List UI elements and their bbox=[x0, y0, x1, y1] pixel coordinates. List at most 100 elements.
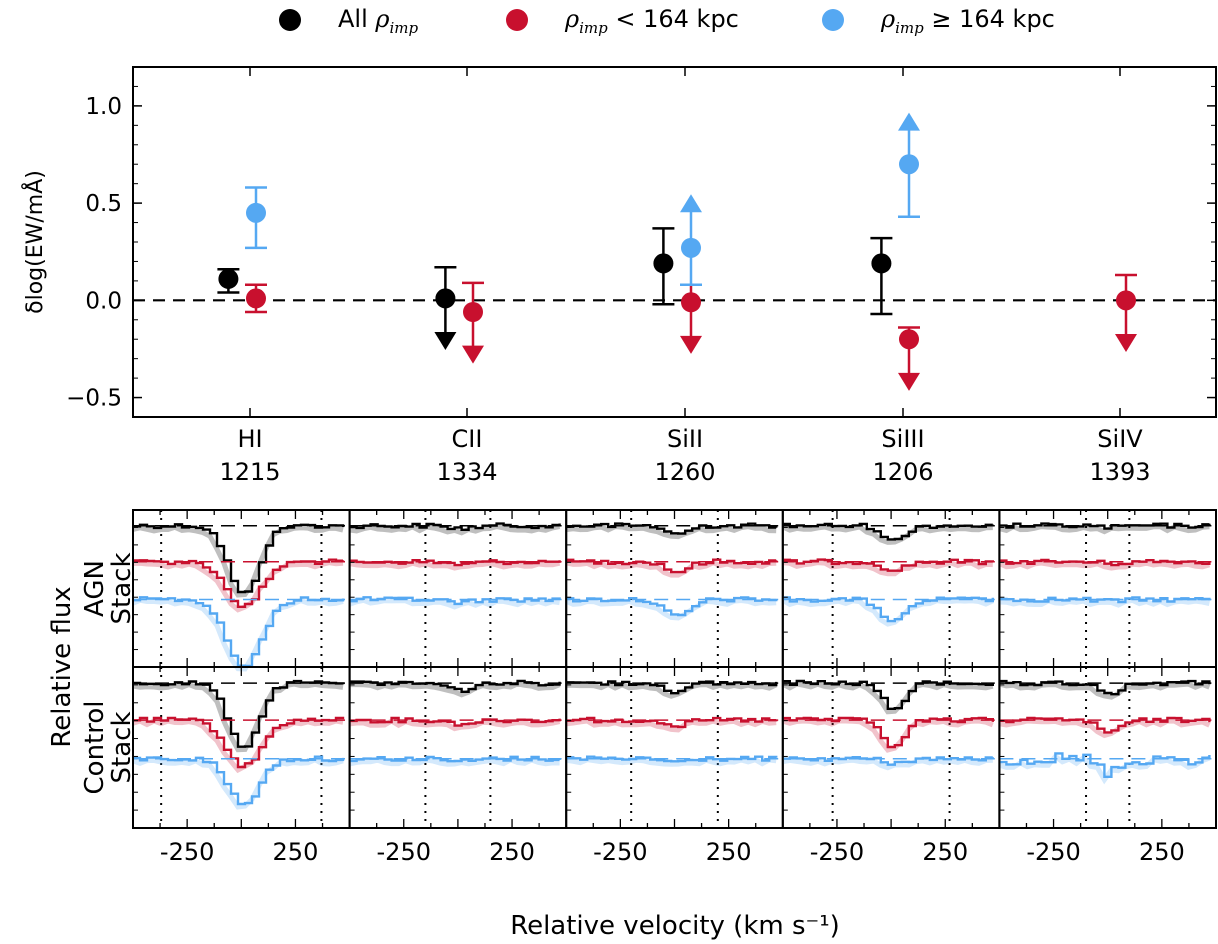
data-point-group bbox=[680, 194, 702, 287]
data-point bbox=[435, 288, 456, 309]
x-tick-label: -250 bbox=[377, 838, 431, 866]
legend-label: All ρimp bbox=[338, 5, 419, 37]
spectrum-uncertainty bbox=[782, 560, 993, 577]
row-label: Control bbox=[80, 701, 110, 795]
spectrum-line bbox=[133, 679, 345, 748]
panel-frame bbox=[781, 509, 1001, 668]
y-tick-label: 1.0 bbox=[85, 94, 122, 120]
data-point bbox=[218, 268, 239, 289]
spectrum-uncertainty bbox=[132, 681, 344, 753]
spectrum-uncertainty bbox=[565, 718, 777, 733]
spectrum-uncertainty bbox=[132, 756, 344, 810]
legend-label: ρimp ≥ 164 kpc bbox=[880, 5, 1055, 37]
upper-limit-arrow bbox=[1115, 333, 1137, 352]
data-point-group bbox=[898, 326, 920, 391]
legend-label: ρimp < 164 kpc bbox=[564, 5, 739, 37]
spectrum-line bbox=[566, 596, 778, 617]
legend-marker bbox=[279, 9, 301, 31]
y-axis-label-bottom: Relative flux bbox=[47, 586, 77, 747]
legend-item: ρimp < 164 kpc bbox=[506, 5, 739, 37]
spectrum-uncertainty bbox=[349, 524, 561, 536]
data-point-group bbox=[680, 283, 702, 354]
spectrum-line bbox=[999, 752, 1211, 778]
chart-legend: All ρimp ρimp < 164 kpc ρimp ≥ 164 kpc bbox=[279, 5, 1055, 37]
spectrum-uncertainty bbox=[565, 597, 777, 621]
data-point-group bbox=[245, 186, 267, 250]
spectrum-line bbox=[133, 716, 345, 769]
upper-limit-arrow bbox=[434, 332, 457, 350]
spectrum-uncertainty bbox=[782, 718, 994, 753]
spectrum-line bbox=[999, 558, 1211, 567]
spectrum-uncertainty bbox=[349, 757, 560, 767]
data-point-group bbox=[870, 236, 893, 316]
panel-frame bbox=[132, 509, 351, 668]
spectrum-line bbox=[566, 522, 778, 535]
spectrum-line bbox=[782, 756, 994, 766]
spectrum-uncertainty bbox=[349, 718, 561, 732]
upper-limit-arrow bbox=[462, 345, 484, 364]
spectrum-line bbox=[782, 716, 994, 749]
data-point-group bbox=[1115, 273, 1137, 352]
data-point-group bbox=[898, 112, 920, 218]
x-axis-label: Relative velocity (km s⁻¹) bbox=[510, 911, 840, 941]
spectrum-line bbox=[782, 522, 994, 541]
spectrum-uncertainty bbox=[998, 718, 1211, 739]
x-tick-label: -250 bbox=[593, 838, 647, 866]
spectrum-line bbox=[133, 755, 345, 806]
spectrum-line bbox=[566, 755, 778, 763]
spectrum-line bbox=[349, 755, 561, 763]
x-tick-label: 250 bbox=[489, 838, 535, 866]
y-tick-label: 0.0 bbox=[85, 288, 122, 314]
x-category-ion-label: SiII bbox=[667, 425, 703, 453]
spectrum-uncertainty bbox=[781, 598, 994, 627]
x-category-ion-label: HI bbox=[237, 425, 262, 453]
data-point bbox=[246, 288, 266, 309]
spectrum-uncertainty bbox=[132, 597, 344, 672]
spectrum-line bbox=[133, 558, 345, 608]
spectrum-panel: -250 250 bbox=[348, 666, 568, 866]
spectrum-uncertainty bbox=[132, 560, 344, 613]
x-category-wavelength-label: 1206 bbox=[872, 458, 933, 486]
x-category-wavelength-label: 1215 bbox=[219, 458, 280, 486]
data-point bbox=[681, 237, 701, 258]
spectrum-line bbox=[349, 679, 561, 693]
panel-frame bbox=[998, 509, 1218, 668]
legend-marker bbox=[506, 9, 528, 31]
data-point bbox=[899, 154, 919, 175]
y-tick-label: −0.5 bbox=[66, 386, 122, 412]
data-point bbox=[463, 302, 483, 322]
spectrum-line bbox=[349, 522, 561, 531]
x-tick-label: 250 bbox=[922, 838, 968, 866]
spectrum-uncertainty bbox=[781, 524, 993, 545]
spectrum-line bbox=[566, 558, 778, 574]
spectrum-panel: -250 250 bbox=[998, 666, 1218, 866]
spectrum-panel bbox=[348, 509, 568, 668]
x-tick-label: 250 bbox=[706, 838, 752, 866]
data-point bbox=[246, 202, 266, 223]
x-tick-label: 250 bbox=[273, 838, 319, 866]
spectrum-uncertainty bbox=[566, 681, 778, 699]
row-label: AGN bbox=[80, 560, 110, 617]
spectrum-uncertainty bbox=[998, 681, 1211, 700]
spectrum-panel: -250 250 bbox=[565, 666, 784, 866]
spectrum-panel bbox=[998, 509, 1218, 668]
spectrum-line bbox=[999, 596, 1211, 604]
spectrum-line bbox=[782, 596, 994, 623]
spectrum-line bbox=[133, 523, 345, 594]
spectrum-line bbox=[782, 679, 994, 710]
upper-limit-arrow bbox=[680, 335, 702, 354]
spectrum-line bbox=[566, 716, 778, 729]
x-category-wavelength-label: 1260 bbox=[654, 458, 715, 486]
data-point bbox=[871, 253, 892, 274]
row-label: Stack bbox=[107, 553, 137, 625]
y-tick-label: 0.5 bbox=[85, 191, 122, 217]
spectrum-panel: -250 250 bbox=[781, 666, 1001, 866]
panel-frame bbox=[998, 666, 1218, 829]
spectrum-uncertainty bbox=[349, 560, 561, 571]
spectrum-line bbox=[782, 558, 994, 572]
y-axis-label: δlog(EW/mÅ) bbox=[21, 170, 48, 314]
upper-limit-arrow bbox=[898, 372, 920, 391]
spectrum-line bbox=[349, 559, 561, 567]
